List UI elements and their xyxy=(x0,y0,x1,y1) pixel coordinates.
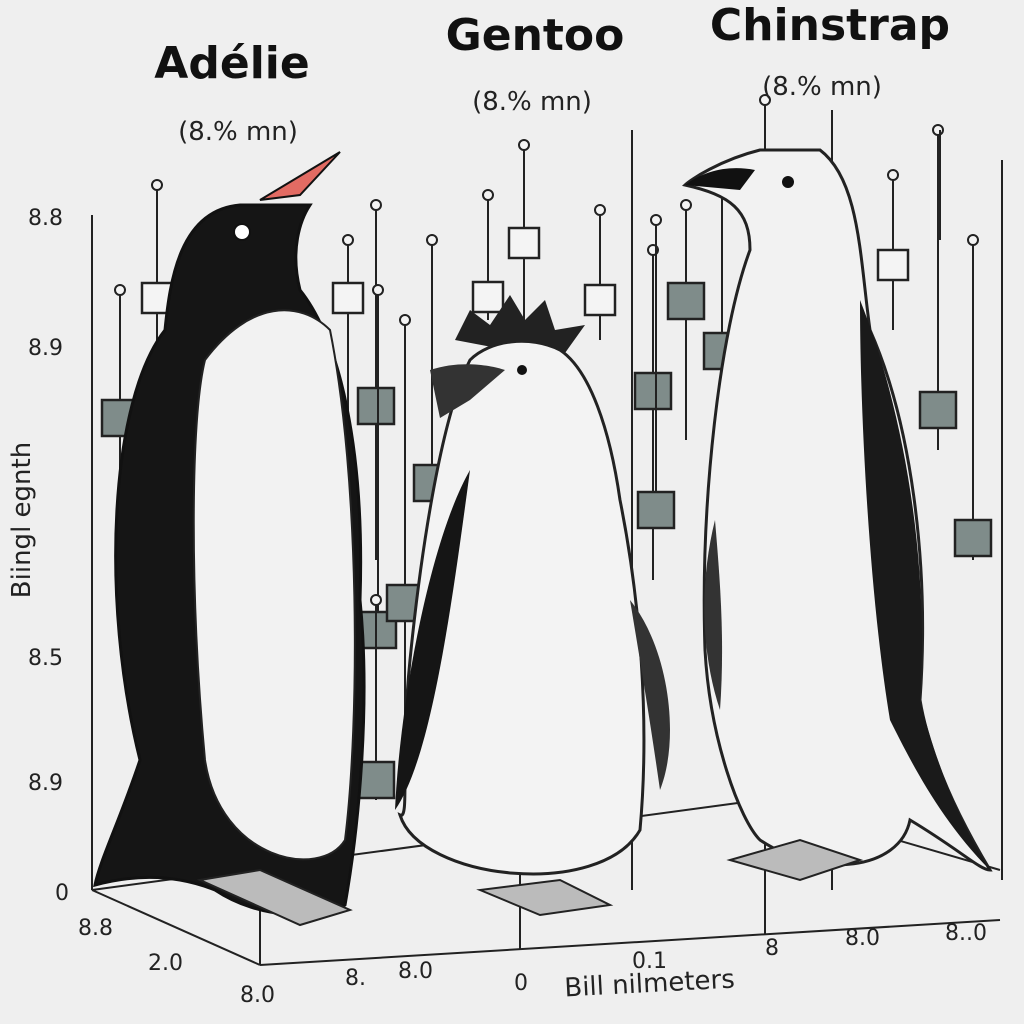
species-title: Adélie xyxy=(154,38,309,89)
y-tick-label: 8.9 xyxy=(28,771,63,796)
whisker-cap xyxy=(370,594,382,606)
x-tick-label: 0.1 xyxy=(632,949,667,974)
box xyxy=(876,248,910,282)
x-tick-label: 8.8 xyxy=(78,916,113,941)
y-tick-label: 0 xyxy=(55,881,69,906)
box xyxy=(356,760,396,800)
box xyxy=(633,371,673,411)
whisker-cap xyxy=(151,179,163,191)
x-tick-label: 0 xyxy=(514,971,528,996)
whisker-cap xyxy=(759,94,771,106)
species-title: Chinstrap xyxy=(710,0,950,51)
box xyxy=(356,386,396,426)
whisker-cap xyxy=(932,124,944,136)
whisker-cap xyxy=(594,204,606,216)
x-tick-label: 8. xyxy=(345,966,366,991)
y-tick-label: 8.9 xyxy=(28,336,63,361)
x-tick-label: 8.0 xyxy=(240,983,275,1008)
whisker-cap xyxy=(370,199,382,211)
y-tick-label: 8.8 xyxy=(28,206,63,231)
box xyxy=(471,280,505,314)
whisker-cap xyxy=(426,234,438,246)
box xyxy=(918,390,958,430)
box xyxy=(583,283,617,317)
species-subtitle: (8.% mn) xyxy=(472,87,592,117)
box xyxy=(636,490,676,530)
species-title: Gentoo xyxy=(446,10,625,61)
y-axis-title: Biingl egnth xyxy=(7,442,37,598)
x-tick-label: 8.0 xyxy=(845,926,880,951)
box xyxy=(666,281,706,321)
whisker-cap xyxy=(887,169,899,181)
species-subtitle: (8.% mn) xyxy=(762,72,882,102)
whisker-cap xyxy=(967,234,979,246)
whisker-cap xyxy=(342,234,354,246)
whisker-cap xyxy=(650,214,662,226)
whisker-cap xyxy=(399,314,411,326)
gentoo-penguin xyxy=(395,295,670,917)
box xyxy=(331,281,365,315)
x-tick-label: 8 xyxy=(765,936,779,961)
whisker-cap xyxy=(680,199,692,211)
box xyxy=(507,226,541,260)
whisker-cap xyxy=(114,284,126,296)
chinstrap-penguin xyxy=(682,148,993,882)
x-tick-label: 8..0 xyxy=(945,921,987,946)
whisker-cap xyxy=(372,284,384,296)
whisker-cap xyxy=(482,189,494,201)
whisker-cap xyxy=(518,139,530,151)
adelie-penguin xyxy=(93,151,366,927)
y-tick-label: 8.5 xyxy=(28,646,63,671)
x-tick-label: 2.0 xyxy=(148,951,183,976)
species-subtitle: (8.% mn) xyxy=(178,117,298,147)
box xyxy=(953,518,993,558)
x-tick-label: 8.0 xyxy=(398,959,433,984)
